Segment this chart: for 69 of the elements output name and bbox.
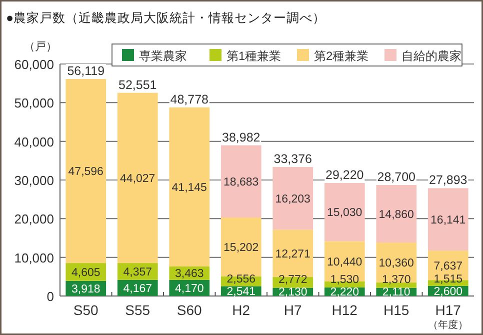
- data-label: 1,530: [330, 274, 360, 286]
- data-label: 18,683: [224, 176, 259, 188]
- x-axis-title: （年度）: [428, 319, 468, 331]
- total-label: 28,700: [377, 170, 416, 184]
- bar: [428, 188, 468, 251]
- data-label: 2,556: [226, 274, 256, 286]
- data-label: 2,130: [278, 286, 308, 298]
- bar: [220, 218, 262, 276]
- x-tick-label: H17: [435, 302, 462, 318]
- y-tick-label: 30,000: [14, 173, 54, 188]
- bar: [66, 79, 106, 264]
- data-label: 4,170: [174, 282, 204, 295]
- bar: [272, 166, 314, 230]
- y-tick-label: 60,000: [14, 57, 54, 72]
- x-tick-label: H2: [232, 302, 250, 318]
- x-tick-label: S50: [73, 302, 99, 318]
- total-label: 48,778: [170, 92, 209, 106]
- x-tick-label: S55: [125, 302, 150, 318]
- data-label: 2,110: [382, 286, 410, 298]
- data-label: 3,918: [71, 283, 100, 296]
- data-label: 4,357: [123, 266, 152, 278]
- total-label: 52,551: [118, 78, 157, 92]
- data-label: 4,167: [123, 282, 152, 295]
- legend-label: 第1種兼業: [226, 49, 282, 63]
- data-label: 16,141: [430, 214, 466, 226]
- data-label: 3,463: [174, 268, 204, 280]
- data-label: 15,030: [327, 207, 362, 220]
- chart-title: ●農家戸数（近畿農政局大阪統計・情報センター調べ）: [6, 10, 326, 25]
- data-label: 1,515: [434, 273, 463, 286]
- y-tick-label: 10,000: [14, 250, 54, 266]
- data-label: 2,600: [434, 286, 463, 298]
- bar: [220, 145, 262, 218]
- y-tick-label: 20,000: [14, 212, 54, 227]
- x-tick-label: S60: [176, 302, 202, 318]
- y-tick-label: 50,000: [14, 96, 54, 111]
- data-label: 44,027: [120, 172, 156, 185]
- data-label: 2,541: [226, 286, 256, 298]
- bar: [324, 183, 365, 242]
- total-label: 33,376: [274, 152, 312, 166]
- total-label: 56,119: [67, 64, 105, 78]
- data-label: 15,202: [224, 242, 259, 254]
- total-label: 38,982: [222, 130, 260, 144]
- data-label: 1,370: [382, 274, 411, 286]
- x-tick-label: H15: [384, 302, 410, 318]
- legend-label: 第2種兼業: [314, 49, 369, 63]
- bar: [117, 92, 158, 264]
- data-label: 2,220: [330, 286, 360, 298]
- data-label: 10,360: [378, 258, 414, 270]
- data-label: 4,605: [71, 266, 100, 279]
- data-label: 16,203: [275, 193, 310, 206]
- x-tick-label: H12: [332, 302, 358, 318]
- total-label: 29,220: [326, 168, 364, 182]
- bar: [376, 282, 417, 288]
- data-label: 10,440: [327, 256, 362, 268]
- total-label: 27,893: [429, 173, 468, 188]
- bar: [169, 107, 210, 266]
- data-label: 14,860: [378, 208, 414, 221]
- y-tick-label: 0: [46, 289, 54, 304]
- data-label: 41,145: [172, 182, 207, 194]
- x-tick-label: H7: [284, 302, 302, 318]
- data-label: 2,772: [278, 274, 308, 286]
- data-label: 12,271: [275, 248, 310, 260]
- data-label: 47,596: [68, 166, 104, 178]
- legend-label: 専業農家: [139, 49, 187, 63]
- y-tick-label: 40,000: [14, 134, 54, 150]
- y-axis-title: （戸）: [24, 41, 57, 53]
- legend-label: 自給的農家: [402, 49, 462, 63]
- data-label: 7,637: [434, 260, 463, 272]
- bar: [376, 185, 417, 242]
